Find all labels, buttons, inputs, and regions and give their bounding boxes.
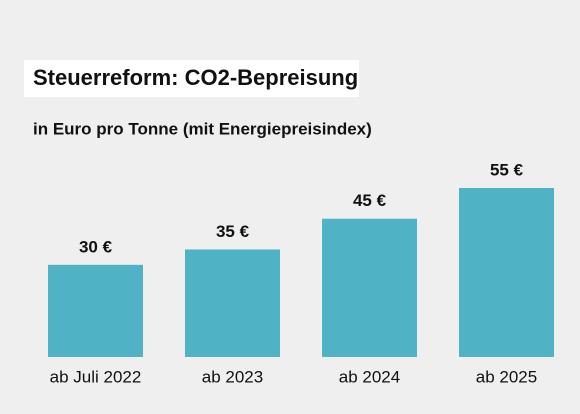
bar — [322, 218, 417, 357]
value-label: 55 € — [490, 160, 524, 179]
value-label: 45 € — [353, 191, 387, 210]
x-tick-label: ab Juli 2022 — [50, 367, 142, 386]
x-tick-label: ab 2023 — [202, 367, 263, 386]
chart-subtitle: in Euro pro Tonne (mit Energiepreisindex… — [33, 119, 372, 138]
bar — [48, 264, 143, 357]
bar — [185, 249, 280, 357]
bar — [459, 188, 554, 357]
chart-title: Steuerreform: CO2-Bepreisung — [33, 65, 358, 90]
value-label: 30 € — [79, 237, 113, 256]
title-box — [24, 60, 359, 97]
x-tick-label: ab 2025 — [476, 367, 537, 386]
value-label: 35 € — [216, 222, 250, 241]
x-tick-label: ab 2024 — [339, 367, 400, 386]
